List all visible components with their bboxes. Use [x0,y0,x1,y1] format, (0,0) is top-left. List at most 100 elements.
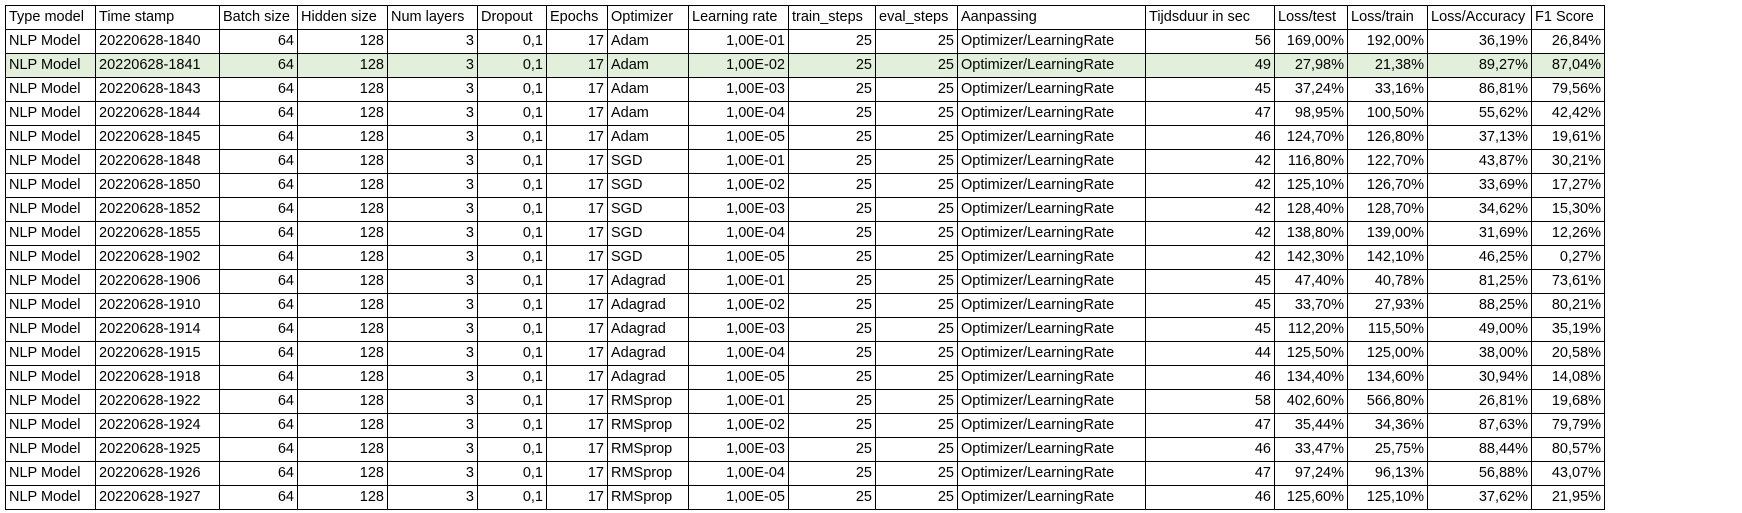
header-learning-rate[interactable]: Learning rate [688,5,789,30]
cell-f1-score[interactable]: 35,19% [1531,317,1605,342]
cell-batch-size[interactable]: 64 [219,437,298,462]
cell-num-layers[interactable]: 3 [387,149,478,174]
cell-epochs[interactable]: 17 [546,437,608,462]
cell-optimizer[interactable]: Adam [607,77,689,102]
cell-num-layers[interactable]: 3 [387,29,478,54]
cell-loss-test[interactable]: 35,44% [1274,413,1348,438]
cell-loss-test[interactable]: 98,95% [1274,101,1348,126]
header-num-layers[interactable]: Num layers [387,5,478,30]
cell-type-model[interactable]: NLP Model [5,149,96,174]
cell-eval-steps[interactable]: 25 [875,245,958,270]
cell-epochs[interactable]: 17 [546,101,608,126]
cell-loss-train[interactable]: 96,13% [1347,461,1428,486]
cell-type-model[interactable]: NLP Model [5,245,96,270]
cell-loss-accuracy[interactable]: 88,44% [1427,437,1532,462]
cell-hidden-size[interactable]: 128 [297,365,388,390]
cell-loss-train[interactable]: 139,00% [1347,221,1428,246]
header-dropout[interactable]: Dropout [477,5,547,30]
cell-train-steps[interactable]: 25 [788,389,876,414]
cell-eval-steps[interactable]: 25 [875,317,958,342]
cell-train-steps[interactable]: 25 [788,53,876,78]
cell-aanpassing[interactable]: Optimizer/LearningRate [957,221,1146,246]
cell-epochs[interactable]: 17 [546,197,608,222]
cell-tijdsduur[interactable]: 46 [1145,365,1275,390]
header-tijdsduur[interactable]: Tijdsduur in sec [1145,5,1275,30]
cell-loss-accuracy[interactable]: 43,87% [1427,149,1532,174]
cell-num-layers[interactable]: 3 [387,485,478,510]
cell-hidden-size[interactable]: 128 [297,53,388,78]
cell-loss-accuracy[interactable]: 86,81% [1427,77,1532,102]
cell-loss-accuracy[interactable]: 26,81% [1427,389,1532,414]
cell-aanpassing[interactable]: Optimizer/LearningRate [957,413,1146,438]
cell-learning-rate[interactable]: 1,00E-04 [688,221,789,246]
cell-time-stamp[interactable]: 20220628-1902 [95,245,220,270]
cell-learning-rate[interactable]: 1,00E-03 [688,317,789,342]
cell-learning-rate[interactable]: 1,00E-02 [688,293,789,318]
cell-epochs[interactable]: 17 [546,485,608,510]
cell-aanpassing[interactable]: Optimizer/LearningRate [957,341,1146,366]
cell-optimizer[interactable]: SGD [607,197,689,222]
cell-tijdsduur[interactable]: 45 [1145,77,1275,102]
cell-time-stamp[interactable]: 20220628-1926 [95,461,220,486]
cell-loss-train[interactable]: 34,36% [1347,413,1428,438]
cell-eval-steps[interactable]: 25 [875,461,958,486]
cell-loss-train[interactable]: 128,70% [1347,197,1428,222]
cell-loss-accuracy[interactable]: 37,62% [1427,485,1532,510]
cell-epochs[interactable]: 17 [546,29,608,54]
cell-tijdsduur[interactable]: 46 [1145,437,1275,462]
cell-train-steps[interactable]: 25 [788,29,876,54]
header-loss-accuracy[interactable]: Loss/Accuracy [1427,5,1532,30]
cell-f1-score[interactable]: 14,08% [1531,365,1605,390]
cell-epochs[interactable]: 17 [546,461,608,486]
cell-learning-rate[interactable]: 1,00E-02 [688,413,789,438]
cell-loss-train[interactable]: 27,93% [1347,293,1428,318]
cell-optimizer[interactable]: Adagrad [607,293,689,318]
cell-batch-size[interactable]: 64 [219,245,298,270]
cell-aanpassing[interactable]: Optimizer/LearningRate [957,269,1146,294]
cell-eval-steps[interactable]: 25 [875,125,958,150]
cell-aanpassing[interactable]: Optimizer/LearningRate [957,173,1146,198]
cell-optimizer[interactable]: SGD [607,173,689,198]
cell-loss-test[interactable]: 33,70% [1274,293,1348,318]
cell-train-steps[interactable]: 25 [788,77,876,102]
cell-tijdsduur[interactable]: 47 [1145,413,1275,438]
cell-loss-test[interactable]: 125,50% [1274,341,1348,366]
cell-epochs[interactable]: 17 [546,77,608,102]
cell-loss-test[interactable]: 116,80% [1274,149,1348,174]
cell-optimizer[interactable]: Adagrad [607,269,689,294]
cell-tijdsduur[interactable]: 49 [1145,53,1275,78]
cell-time-stamp[interactable]: 20220628-1924 [95,413,220,438]
cell-loss-accuracy[interactable]: 34,62% [1427,197,1532,222]
cell-num-layers[interactable]: 3 [387,293,478,318]
cell-train-steps[interactable]: 25 [788,461,876,486]
cell-loss-test[interactable]: 112,20% [1274,317,1348,342]
cell-learning-rate[interactable]: 1,00E-01 [688,269,789,294]
cell-num-layers[interactable]: 3 [387,341,478,366]
cell-f1-score[interactable]: 0,27% [1531,245,1605,270]
cell-type-model[interactable]: NLP Model [5,77,96,102]
cell-loss-test[interactable]: 33,47% [1274,437,1348,462]
cell-eval-steps[interactable]: 25 [875,173,958,198]
cell-optimizer[interactable]: Adam [607,125,689,150]
cell-f1-score[interactable]: 80,21% [1531,293,1605,318]
cell-f1-score[interactable]: 79,79% [1531,413,1605,438]
header-train-steps[interactable]: train_steps [788,5,876,30]
cell-loss-test[interactable]: 125,10% [1274,173,1348,198]
cell-tijdsduur[interactable]: 58 [1145,389,1275,414]
cell-hidden-size[interactable]: 128 [297,125,388,150]
cell-aanpassing[interactable]: Optimizer/LearningRate [957,29,1146,54]
cell-aanpassing[interactable]: Optimizer/LearningRate [957,125,1146,150]
cell-eval-steps[interactable]: 25 [875,221,958,246]
cell-epochs[interactable]: 17 [546,173,608,198]
cell-tijdsduur[interactable]: 47 [1145,101,1275,126]
cell-f1-score[interactable]: 17,27% [1531,173,1605,198]
cell-eval-steps[interactable]: 25 [875,365,958,390]
header-f1-score[interactable]: F1 Score [1531,5,1605,30]
cell-optimizer[interactable]: Adagrad [607,317,689,342]
cell-time-stamp[interactable]: 20220628-1914 [95,317,220,342]
cell-learning-rate[interactable]: 1,00E-04 [688,461,789,486]
cell-batch-size[interactable]: 64 [219,389,298,414]
cell-f1-score[interactable]: 80,57% [1531,437,1605,462]
cell-num-layers[interactable]: 3 [387,245,478,270]
cell-dropout[interactable]: 0,1 [477,77,547,102]
